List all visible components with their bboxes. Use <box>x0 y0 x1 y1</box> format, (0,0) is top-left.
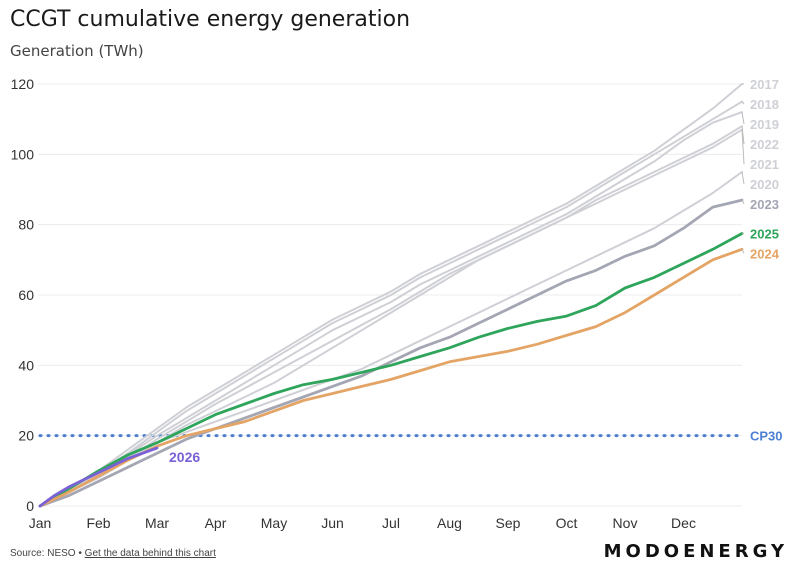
y-tick-label: 80 <box>18 217 34 233</box>
source-label: Source: NESO <box>10 548 76 559</box>
x-tick-label: Sep <box>496 515 521 531</box>
x-tick-label: Feb <box>86 515 110 531</box>
series-line-2024 <box>38 247 744 508</box>
series-line-2021 <box>39 128 743 507</box>
series-label-2020: 2020 <box>750 177 779 192</box>
x-axis-ticks: Jan Feb Mar Apr May Jun Jul Aug Sep Oct Nov Dec <box>29 515 696 531</box>
y-tick-label: 100 <box>11 146 35 162</box>
series-line-2020 <box>39 170 743 507</box>
brand-logo: MODOENERGY <box>603 541 788 562</box>
source-separator: • <box>78 548 82 559</box>
reference-lines: CP30 <box>38 429 783 444</box>
series-labels: 2017 2018 2019 2022 2021 2020 2023 2025 2024 2026 <box>169 77 780 465</box>
x-tick-label: Oct <box>556 515 578 531</box>
series-label-2026: 2026 <box>169 449 200 465</box>
reference-label-cp30: CP30 <box>750 429 783 444</box>
source-note: Source: NESO • Get the data behind this … <box>10 548 216 559</box>
series-line-2025 <box>38 232 744 508</box>
series-line-2018 <box>39 100 743 507</box>
data-link[interactable]: Get the data behind this chart <box>84 548 216 559</box>
series-label-2017: 2017 <box>750 77 779 92</box>
series-line-2019 <box>39 111 743 507</box>
chart-title: CCGT cumulative energy generation <box>10 7 411 32</box>
x-tick-label: Aug <box>437 515 462 531</box>
label-connector-2020 <box>741 171 745 185</box>
series-label-2021: 2021 <box>750 157 779 172</box>
series-line-2026 <box>38 446 159 508</box>
series-line-2022 <box>39 125 743 507</box>
x-tick-label: Apr <box>205 515 227 531</box>
y-tick-label: 0 <box>26 498 34 514</box>
x-tick-label: Jan <box>29 515 52 531</box>
x-tick-label: Mar <box>145 515 169 531</box>
label-connector-2021 <box>741 129 745 165</box>
label-connector-2024 <box>741 249 745 254</box>
series-lines <box>38 83 744 508</box>
y-tick-label: 60 <box>18 287 34 303</box>
series-label-2025: 2025 <box>750 226 779 241</box>
chart-subtitle: Generation (TWh) <box>10 42 144 60</box>
series-label-2024: 2024 <box>750 246 780 261</box>
label-connector-2018 <box>741 101 745 105</box>
y-tick-label: 120 <box>11 76 35 92</box>
y-tick-label: 20 <box>18 428 34 444</box>
x-tick-label: May <box>261 515 287 531</box>
y-tick-label: 40 <box>18 357 34 373</box>
x-tick-label: Dec <box>671 515 696 531</box>
x-tick-label: Nov <box>613 515 638 531</box>
x-tick-label: Jun <box>321 515 344 531</box>
x-tick-label: Jul <box>382 515 400 531</box>
label-connector-2022 <box>741 126 745 145</box>
series-label-2022: 2022 <box>750 137 779 152</box>
series-label-2019: 2019 <box>750 117 779 132</box>
y-axis-ticks: 0 20 40 60 80 100 120 <box>11 76 35 514</box>
label-connector-2019 <box>741 112 745 125</box>
series-label-2023: 2023 <box>750 197 779 212</box>
series-line-2017 <box>39 83 743 507</box>
label-connector-2023 <box>741 199 745 205</box>
series-line-2023 <box>38 198 744 508</box>
series-label-2018: 2018 <box>750 97 779 112</box>
